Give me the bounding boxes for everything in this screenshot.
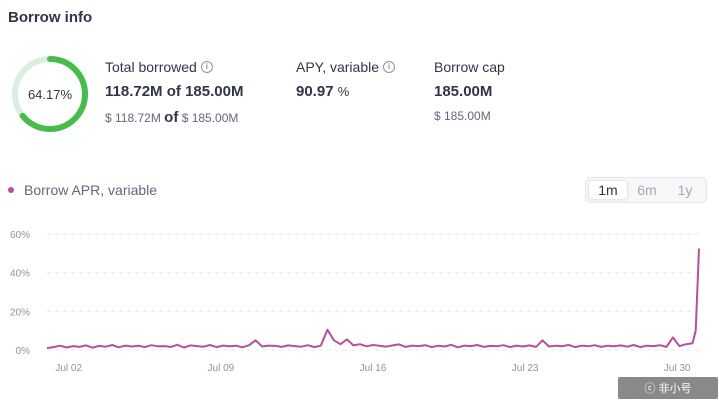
y-tick-label: 0% [16,346,31,357]
borrow-cap-label: Borrow cap [434,59,505,75]
period-6m-button[interactable]: 6m [637,182,657,198]
borrow-cap-value: 185.00M [434,83,493,100]
x-tick-label: Jul 23 [512,363,539,374]
info-icon[interactable]: i [200,61,213,73]
total-borrowed-amount: 118.72M [105,83,163,100]
utilization-label: 64.17% [27,86,73,102]
apy-unit: % [337,84,350,99]
y-tick-label: 40% [10,269,30,280]
x-tick-label: Jul 02 [55,363,82,374]
period-1y-button[interactable]: 1y [677,182,693,198]
utilization-donut [12,56,88,132]
y-tick-label: 20% [10,307,30,318]
period-toggle: 1m 6m 1y [585,177,707,203]
total-borrowed-usd-cap: $ 185.00M [181,111,239,125]
borrow-cap-usd: $ 185.00M [434,109,491,123]
total-borrowed-cap: 185.00M [185,83,244,100]
usd-of-text: of [164,109,179,126]
total-borrowed-label: Total borrowed [105,59,197,75]
borrow-apr-chart: 0% 20% 40% 60% Jul 02 Jul 09 Jul 16 Jul 23 Jul 3… [10,230,700,374]
donut-progress [12,56,88,132]
total-borrowed-usd: $ 118.72M [105,111,161,125]
chart-legend: Borrow APR, variable [8,182,157,198]
legend-dot-icon [8,187,14,193]
y-tick-label: 60% [10,230,30,241]
section-title: Borrow info [8,9,93,26]
info-icon[interactable]: i [383,61,396,73]
apy-label: APY, variable [296,59,380,75]
series-line [46,248,700,350]
apy-value: 90.97 [296,83,334,100]
total-borrowed-stat: Total borrowed i 118.72M of 185.00M $ 11… [105,59,243,126]
watermark-logo: ⓒ 非小号 [618,377,718,399]
x-tick-label: Jul 09 [208,363,235,374]
x-tick-label: Jul 16 [360,363,387,374]
of-text: of [166,83,181,100]
borrow-cap-stat: Borrow cap 185.00M $ 185.00M [434,59,505,123]
legend-label: Borrow APR, variable [24,182,158,198]
x-tick-label: Jul 30 [664,363,691,374]
period-1m-button[interactable]: 1m [588,180,628,200]
apy-stat: APY, variable i 90.97 % [296,59,396,100]
